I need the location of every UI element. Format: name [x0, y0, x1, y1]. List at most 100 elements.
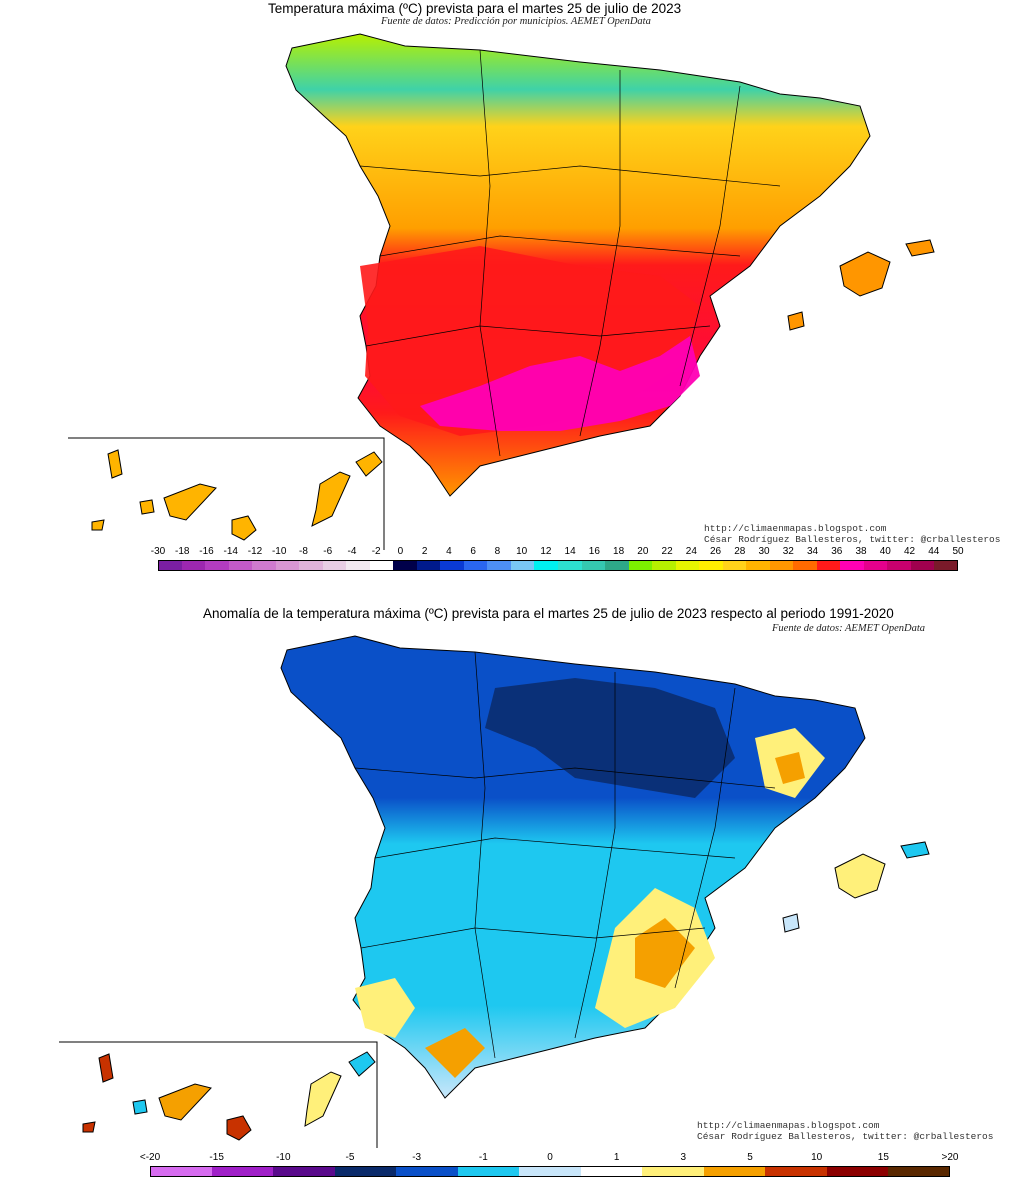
anomaly-legend-tick-label: 3 — [680, 1152, 687, 1163]
anomaly-legend-swatch — [703, 1166, 766, 1177]
temperature-legend-swatch — [463, 560, 488, 571]
anomaly-legend-tick-label: <-20 — [139, 1152, 161, 1163]
temperature-legend-swatch — [393, 560, 418, 571]
temperature-legend-tick-label: 8 — [494, 546, 501, 557]
temperature-legend-swatch — [322, 560, 347, 571]
temperature-legend-tick-label: -16 — [199, 546, 214, 557]
temperature-legend-swatch — [840, 560, 865, 571]
temperature-legend-swatch — [181, 560, 206, 571]
province-borders — [354, 651, 776, 1059]
temperature-legend-tick-label: -8 — [299, 546, 308, 557]
temperature-legend-swatch — [675, 560, 700, 571]
anomaly-legend: <-20 -15 -10 -5 -3 -1 0 1 3 5 10 15 >20 — [140, 1152, 958, 1178]
temperature-legend-swatch — [440, 560, 465, 571]
temperature-legend-tick-label: 26 — [710, 546, 722, 557]
temperature-legend-tick-label: 36 — [831, 546, 843, 557]
temperature-legend-swatch — [252, 560, 277, 571]
temperature-legend-tick-label: 6 — [470, 546, 476, 557]
temperature-legend-tick-label: 2 — [421, 546, 428, 557]
anomaly-legend-swatch — [765, 1166, 828, 1177]
anomaly-legend-swatch — [580, 1166, 643, 1177]
temperature-legend-swatch — [863, 560, 888, 571]
warm-area-strait — [425, 1028, 485, 1078]
temperature-legend-tick-label: 40 — [879, 546, 891, 557]
temperature-legend-tick-label: 14 — [564, 546, 576, 557]
temperature-legend-tick-label: 24 — [685, 546, 697, 557]
anomaly-legend-tick-label: >20 — [941, 1152, 959, 1163]
temperature-legend-tick-label: 0 — [397, 546, 404, 557]
map-credit-author-top: César Rodríguez Ballesteros, twitter: @c… — [704, 534, 1001, 545]
temperature-legend-swatch — [158, 560, 183, 571]
max-temperature-panel: Temperatura máxima (ºC) prevista para el… — [0, 0, 1024, 585]
temperature-legend-frame — [158, 560, 958, 571]
warm-area-catalonia-core — [775, 752, 805, 784]
temperature-legend-tick-label: 32 — [782, 546, 794, 557]
temperature-legend-tick-label: -12 — [247, 546, 263, 557]
map-credit-url-bottom: http://climaenmapas.blogspot.com — [697, 1120, 880, 1131]
anomaly-legend-tick-label: 1 — [613, 1152, 620, 1163]
anomaly-legend-tick-label: -15 — [209, 1152, 224, 1163]
map-source-anomaly: Fuente de datos: AEMET OpenData — [772, 623, 926, 634]
mallorca-shape — [834, 853, 886, 899]
temperature-legend-tick-label: 16 — [588, 546, 600, 557]
cold-core-north — [485, 678, 735, 798]
anomaly-legend-tick-label: 0 — [547, 1152, 553, 1163]
temperature-legend-swatch — [699, 560, 724, 571]
province-borders — [359, 49, 781, 457]
map-source-temperature: Fuente de datos: Predicción por municipi… — [381, 16, 651, 27]
map-title-temperature: Temperatura máxima (ºC) prevista para el… — [268, 1, 682, 16]
anomaly-legend-swatch — [273, 1166, 336, 1177]
anomaly-legend-swatch — [519, 1166, 582, 1177]
anomaly-legend-swatch — [888, 1166, 951, 1177]
anomaly-legend-tick-label: 10 — [811, 1152, 823, 1163]
anomaly-legend-swatch — [457, 1166, 520, 1177]
temperature-legend-swatch — [581, 560, 606, 571]
temperature-legend-swatch — [369, 560, 394, 571]
anomaly-legend-swatch — [826, 1166, 889, 1177]
temperature-legend-swatch — [816, 560, 841, 571]
anomaly-map — [59, 635, 930, 1148]
anomaly-legend-tick-label: -10 — [276, 1152, 291, 1163]
anomaly-legend-tick-label: -1 — [478, 1152, 488, 1163]
temperature-legend-swatch — [793, 560, 818, 571]
anomaly-panel: Anomalía de la temperatura máxima (ºC) p… — [0, 592, 1024, 1192]
extreme-area-guadalquivir — [420, 336, 700, 431]
temperature-legend-swatch — [299, 560, 324, 571]
temperature-legend-swatch — [746, 560, 771, 571]
warm-area-southwest — [355, 978, 415, 1038]
temperature-legend-swatch — [275, 560, 300, 571]
temperature-legend-swatch — [510, 560, 535, 571]
temperature-legend-tick-label: -6 — [323, 546, 333, 557]
temperature-legend-swatch — [605, 560, 630, 571]
temperature-legend-swatch — [228, 560, 253, 571]
anomaly-legend-tick-label: 15 — [877, 1152, 889, 1163]
canary-islands — [91, 449, 383, 541]
canary-islands — [82, 1051, 376, 1141]
canary-inset-frame — [68, 437, 385, 550]
temperature-legend-tick-label: 4 — [446, 546, 452, 557]
ibiza-shape — [787, 311, 805, 331]
temperature-legend-tick-label: -30 — [150, 546, 166, 557]
menorca-shape — [900, 841, 930, 859]
map-credit-url-top: http://climaenmapas.blogspot.com — [704, 523, 887, 534]
temperature-map — [68, 33, 935, 550]
temperature-legend-tick-label: 20 — [637, 546, 649, 557]
anomaly-legend-swatch — [396, 1166, 459, 1177]
temperature-legend-tick-label: 12 — [540, 546, 552, 557]
anomaly-legend-tick-label: -5 — [345, 1152, 355, 1163]
anomaly-legend-swatch — [334, 1166, 397, 1177]
anomaly-legend-swatch — [211, 1166, 274, 1177]
temperature-legend-swatch — [416, 560, 441, 571]
temperature-legend-swatch — [487, 560, 512, 571]
temperature-legend: -30 -18 -16 -14 -12 -10 -8 -6 -4 -2 0 2 4 6 8 10 12 14 16 1… — [151, 546, 964, 572]
temperature-legend-tick-label: 42 — [903, 546, 916, 557]
temperature-legend-swatch — [887, 560, 912, 571]
anomaly-legend-frame — [150, 1166, 950, 1177]
temperature-legend-tick-label: -18 — [175, 546, 190, 557]
temperature-legend-swatch — [910, 560, 935, 571]
anomaly-legend-swatch — [150, 1166, 213, 1177]
temperature-legend-tick-label: 38 — [855, 546, 867, 557]
temperature-legend-swatch — [652, 560, 677, 571]
ibiza-shape — [782, 913, 800, 933]
temperature-legend-tick-label: 30 — [758, 546, 770, 557]
